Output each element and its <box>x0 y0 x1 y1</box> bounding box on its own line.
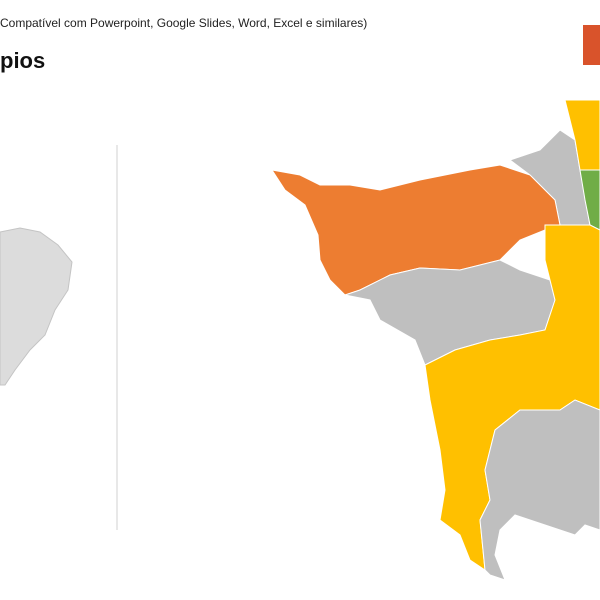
accent-bar <box>583 25 600 65</box>
subtitle: Compatível com Powerpoint, Google Slides… <box>0 16 368 30</box>
brazil-outline <box>0 227 73 386</box>
region-map <box>270 99 600 581</box>
region-gray-south <box>479 399 600 581</box>
title: pios <box>0 48 46 73</box>
